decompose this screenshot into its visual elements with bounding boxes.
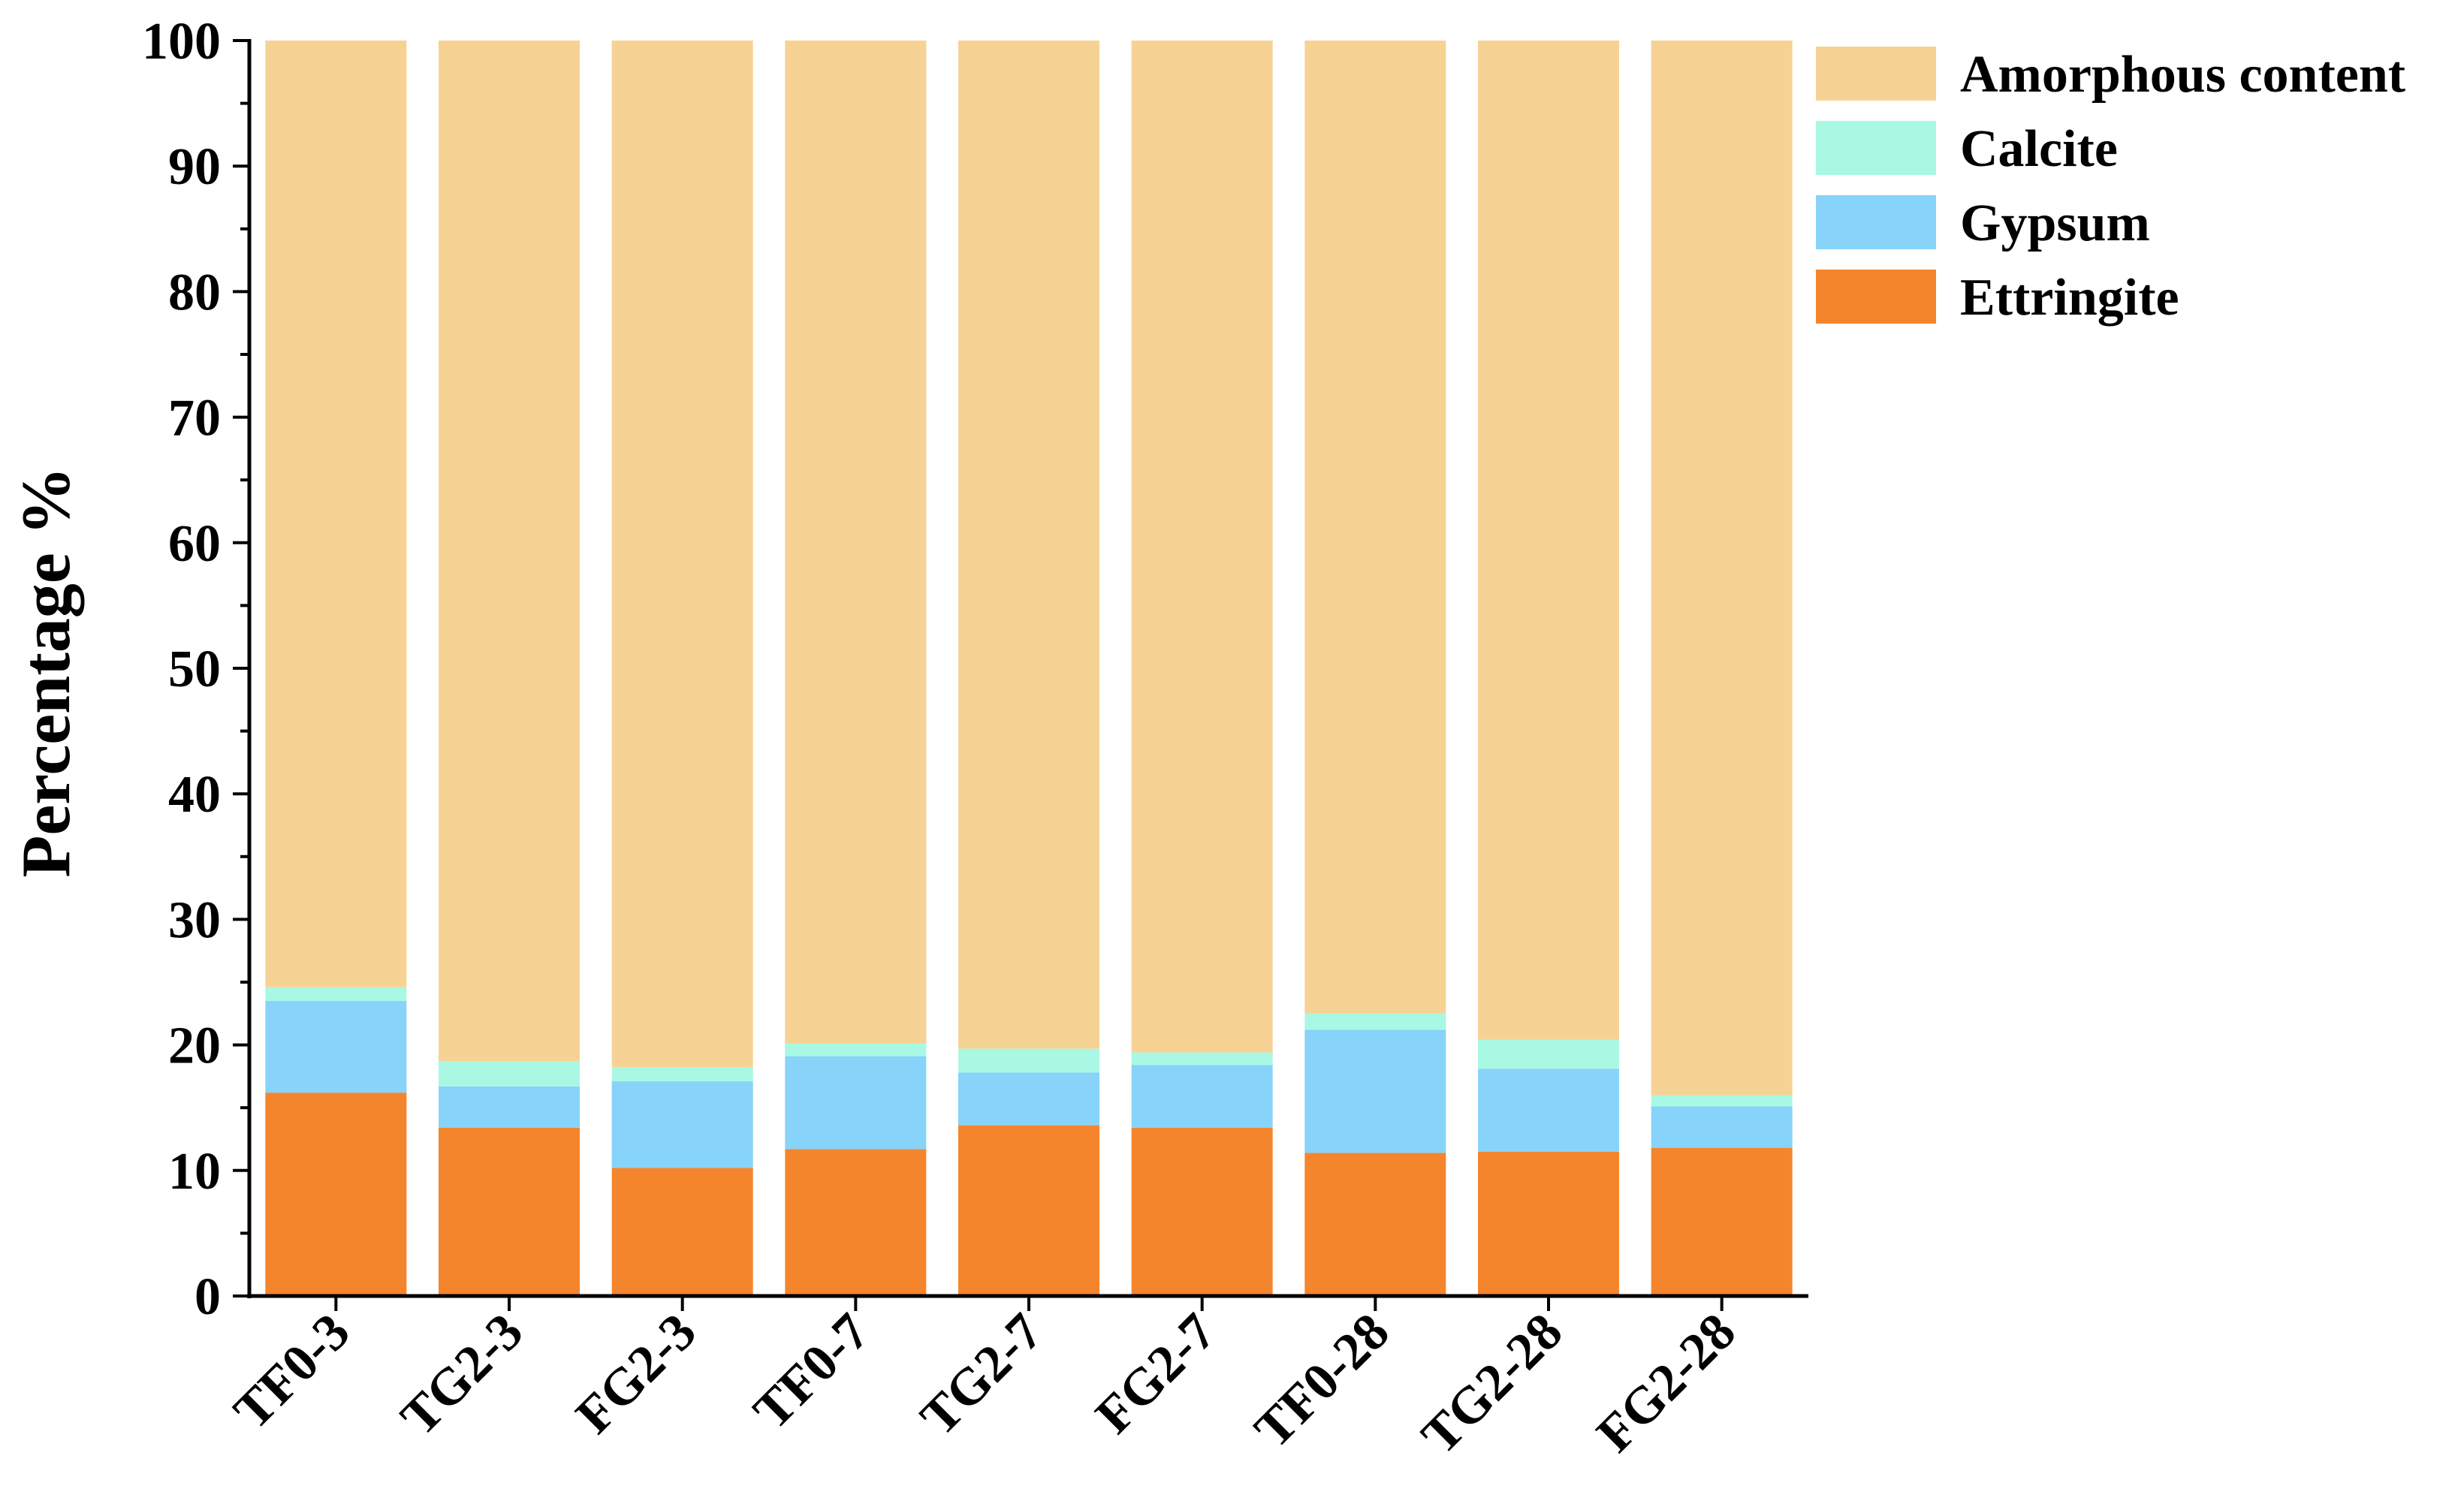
x-tick-label: FG2-7: [1085, 1303, 1227, 1445]
bar-tg2-28-ettringite: [1478, 1151, 1619, 1296]
legend-label: Calcite: [1960, 120, 2118, 178]
bar-fg2-28-ettringite: [1651, 1147, 1793, 1296]
bar-tf0-28-calcite: [1304, 1013, 1446, 1030]
x-tick-label: TF0-3: [223, 1303, 361, 1441]
bar-fg2-28-amorphous-content: [1651, 41, 1793, 1096]
bar-tf0-3-calcite: [265, 987, 407, 1002]
bar-fg2-3-gypsum: [611, 1081, 753, 1168]
legend-swatch: [1816, 270, 1936, 324]
bar-tg2-3-gypsum: [439, 1086, 580, 1128]
bar-tg2-3-calcite: [439, 1061, 580, 1087]
x-tick-label: TG2-7: [909, 1303, 1054, 1447]
legend-swatch: [1816, 47, 1936, 101]
bar-tf0-3-ettringite: [265, 1093, 407, 1296]
bar-fg2-7-amorphous-content: [1131, 41, 1273, 1053]
legend-swatch: [1816, 195, 1936, 249]
bar-tf0-3-amorphous-content: [265, 41, 407, 987]
legend: Amorphous content Calcite Gypsum Ettringite: [1816, 46, 2405, 327]
bar-tg2-7-gypsum: [958, 1072, 1099, 1126]
x-tick-label: FG2-3: [565, 1303, 707, 1445]
bar-fg2-7-calcite: [1131, 1052, 1273, 1065]
x-tick-label: TF0-7: [743, 1303, 881, 1441]
bar-tg2-28-amorphous-content: [1478, 41, 1619, 1040]
bar-tg2-28-calcite: [1478, 1039, 1619, 1069]
y-tick-label: 80: [168, 264, 221, 321]
y-tick-label: 50: [168, 640, 221, 698]
bar-tg2-3-ettringite: [439, 1127, 580, 1296]
y-tick-label: 0: [195, 1268, 221, 1326]
bar-fg2-7-gypsum: [1131, 1065, 1273, 1128]
legend-label: Ettringite: [1960, 269, 2179, 327]
x-tick-label: TF0-28: [1244, 1303, 1400, 1459]
y-tick-label: 30: [168, 891, 221, 949]
bar-tf0-7-gypsum: [785, 1056, 927, 1150]
bar-tf0-7-amorphous-content: [785, 41, 927, 1044]
y-tick-label: 20: [168, 1017, 221, 1075]
bar-tg2-3-amorphous-content: [439, 41, 580, 1062]
bar-tf0-28-amorphous-content: [1304, 41, 1446, 1014]
bar-tg2-7-calcite: [958, 1048, 1099, 1073]
bar-tg2-7-ettringite: [958, 1125, 1099, 1296]
legend-swatch: [1816, 121, 1936, 175]
bar-tf0-7-ettringite: [785, 1149, 927, 1296]
bar-tg2-28-gypsum: [1478, 1068, 1619, 1152]
bar-tf0-7-calcite: [785, 1043, 927, 1056]
bar-fg2-3-ettringite: [611, 1168, 753, 1296]
y-tick-label: 100: [142, 13, 221, 71]
y-tick-label: 10: [168, 1143, 221, 1201]
y-tick-label: 90: [168, 138, 221, 196]
legend-label: Amorphous content: [1960, 46, 2405, 104]
legend-label: Gypsum: [1960, 194, 2150, 252]
x-tick-label: FG2-28: [1586, 1303, 1747, 1463]
bar-fg2-28-calcite: [1651, 1095, 1793, 1107]
bar-tf0-28-ettringite: [1304, 1153, 1446, 1296]
bar-tg2-7-amorphous-content: [958, 41, 1099, 1049]
bar-tf0-28-gypsum: [1304, 1029, 1446, 1153]
bars-layer: [265, 41, 1793, 1296]
bar-fg2-28-gypsum: [1651, 1106, 1793, 1148]
x-tick-label: TG2-28: [1411, 1303, 1574, 1466]
bar-fg2-3-calcite: [611, 1067, 753, 1082]
bar-fg2-7-ettringite: [1131, 1127, 1273, 1296]
bar-tf0-3-gypsum: [265, 1001, 407, 1093]
y-tick-label: 70: [168, 390, 221, 448]
y-axis-title: Percentage %: [8, 466, 84, 878]
y-tick-label: 60: [168, 515, 221, 573]
x-tick-label: TG2-3: [390, 1303, 534, 1447]
y-tick-label: 40: [168, 766, 221, 824]
bar-fg2-3-amorphous-content: [611, 41, 753, 1068]
